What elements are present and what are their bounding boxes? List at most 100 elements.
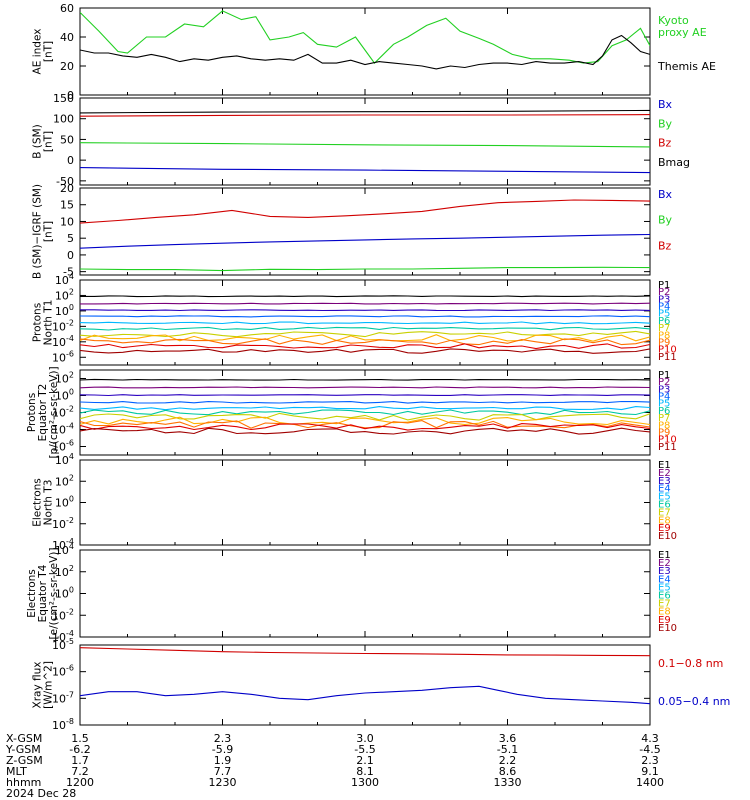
legend-e3: E3 — [658, 476, 671, 487]
footer-date: 2024 Dec 28 — [6, 787, 76, 800]
legend-e9: E9 — [658, 615, 671, 626]
series-by — [80, 266, 650, 272]
series-e4 — [80, 481, 650, 482]
plot-area — [80, 295, 650, 354]
panel-ae: 0 20 40 60 AE index[nT] Kyoto proxy AE Themis A… — [32, 2, 716, 102]
panel-frame — [79, 187, 651, 276]
y-tick-label: 10 — [60, 215, 74, 228]
y-axis-label: Xray flux[W/m^2] — [32, 661, 55, 709]
y-axis-label: AE index[nT] — [32, 29, 55, 75]
legend-e2: E2 — [658, 468, 671, 479]
y-tick-label: 0 — [67, 249, 74, 262]
series-e8 — [80, 508, 650, 509]
series-e8 — [80, 599, 650, 601]
y-tick-label: 0 — [67, 89, 74, 102]
series-e1 — [80, 558, 650, 559]
footer-value: 2.2 — [499, 754, 517, 767]
legend-p5: P5 — [658, 309, 670, 320]
y-tick-label: 10-8 — [52, 717, 74, 732]
footer-value: 7.7 — [214, 765, 232, 778]
plot-area — [80, 465, 650, 518]
series-kyoto-proxy-ae — [80, 10, 650, 64]
footer-value: 2.1 — [356, 754, 374, 767]
footer-value: 1200 — [66, 776, 94, 789]
y-tick-label: 40 — [60, 31, 74, 44]
legend-e3: E3 — [658, 566, 671, 577]
footer-value: 2.3 — [214, 732, 232, 745]
series-e3 — [80, 475, 650, 476]
y-tick-label: 60 — [60, 2, 74, 15]
y-tick-label: 10-2 — [52, 318, 74, 333]
legend-p6: P6 — [658, 406, 670, 417]
legend-0-1-0-8-nm: 0.1−0.8 nm — [658, 657, 723, 670]
footer-value: 7.2 — [71, 765, 89, 778]
footer-value: 1400 — [636, 776, 664, 789]
legend-e5: E5 — [658, 492, 671, 503]
legend-p8: P8 — [658, 330, 670, 341]
y-tick-label: 150 — [53, 92, 74, 105]
panel-frame — [79, 7, 651, 96]
footer-value: 2.3 — [641, 754, 659, 767]
legend-bz: Bz — [658, 137, 672, 150]
legend-themis-ae: Themis AE — [657, 60, 716, 73]
footer-value: -5.1 — [497, 743, 518, 756]
legend-p4: P4 — [658, 392, 670, 403]
series-p6 — [80, 326, 650, 331]
footer-value: -4.5 — [639, 743, 660, 756]
y-axis-label: ProtonsNorth T1 — [32, 300, 55, 346]
legend-p4: P4 — [658, 302, 670, 313]
y-axis-label: ElectronsNorth T3 — [32, 478, 55, 527]
y-tick-label: 100 — [53, 113, 74, 126]
plot-area — [80, 199, 650, 272]
series-0-1-0-8-nm — [80, 647, 650, 657]
panel-b_igrf: -5 0 5 10 15 20 B (SM)−IGRF (SM)[nT] Bx By Bz — [32, 182, 673, 279]
legend-p7: P7 — [658, 323, 670, 334]
footer-label-z-gsm: Z-GSM — [6, 754, 43, 767]
footer-label-hhmm: hhmm — [6, 776, 41, 789]
plot-area — [80, 647, 650, 705]
legend-e7: E7 — [658, 507, 671, 518]
y-axis-label: ProtonsEquator T2[p/(cm²-s-sr-keV)] — [26, 366, 60, 458]
legend-p1: P1 — [658, 370, 670, 381]
footer-value: 1330 — [494, 776, 522, 789]
series-p7 — [80, 330, 650, 338]
panel-frame — [79, 644, 651, 726]
legend-e2: E2 — [658, 558, 671, 569]
footer-value: -5.5 — [354, 743, 375, 756]
series-e5 — [80, 488, 650, 489]
legend-kyoto-proxy-ae: Kyoto proxy AE — [658, 14, 707, 39]
legend-p9: P9 — [658, 337, 670, 348]
y-tick-label: 15 — [60, 199, 74, 212]
series-p6 — [80, 409, 650, 416]
legend-e7: E7 — [658, 599, 671, 610]
series-0-05-0-4-nm — [80, 685, 650, 705]
y-tick-label: 0 — [67, 154, 74, 167]
legend-p3: P3 — [658, 384, 670, 395]
footer-value: 9.1 — [641, 765, 659, 778]
panel-xray: 10-8 10-7 10-6 10-5 Xray flux[W/m^2] 0.1−0.8 … — [32, 637, 731, 732]
y-tick-label: 10-7 — [52, 690, 74, 705]
legend-p10: P10 — [658, 435, 677, 446]
y-tick-label: 5 — [67, 232, 74, 245]
series-e2 — [80, 562, 650, 563]
footer-value: 1.5 — [71, 732, 89, 745]
series-p10 — [80, 343, 650, 350]
series-e2 — [80, 469, 650, 470]
legend-p8: P8 — [658, 420, 670, 431]
footer-value: 1.9 — [214, 754, 232, 767]
series-bz — [80, 199, 650, 224]
y-tick-label: 10-2 — [52, 516, 74, 531]
legend-e8: E8 — [658, 515, 671, 526]
series-e7 — [80, 592, 650, 593]
y-tick-label: 10-4 — [52, 334, 74, 349]
legend-e4: E4 — [658, 574, 671, 585]
series-p9 — [80, 420, 650, 429]
series-p5 — [80, 321, 650, 325]
series-p4 — [80, 315, 650, 318]
plot-area — [80, 10, 650, 70]
footer-value: 4.3 — [641, 732, 659, 745]
series-p1 — [80, 295, 650, 298]
